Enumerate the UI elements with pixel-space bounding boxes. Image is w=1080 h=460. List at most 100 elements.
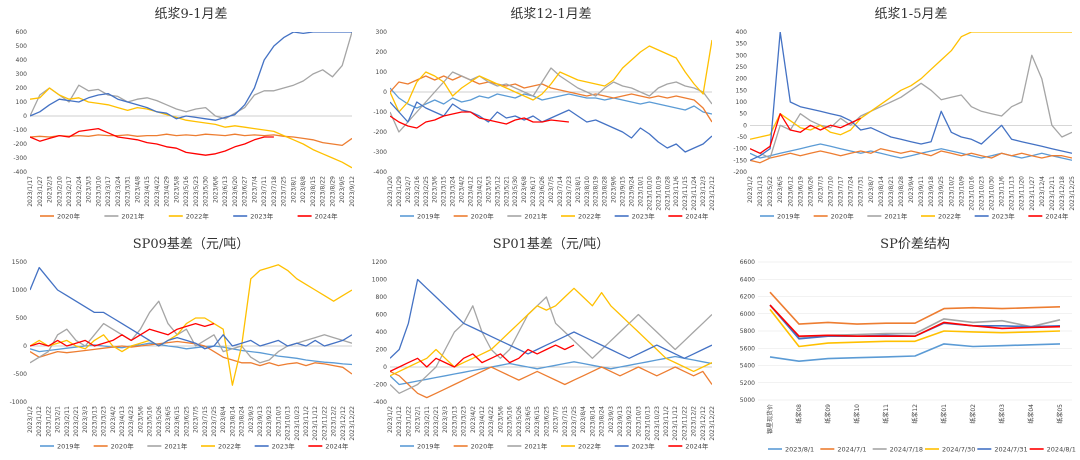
c3-series-line-2021 [750, 54, 1072, 159]
c6-x-tick-label: 纸浆05 [1056, 404, 1064, 424]
c5-x-tick-label: 2023/5/6 [497, 406, 504, 433]
c5-series-line-2023 [390, 278, 712, 359]
c5-legend-label: 2023年 [632, 441, 656, 450]
c5-x-tick-label: 2023/7/5 [553, 406, 560, 433]
c5-legend-label: 2024年 [685, 441, 709, 450]
c5-x-tick-label: 2023/6/5 [525, 406, 532, 433]
c2-x-tick-label: 2023/10/10 [646, 176, 653, 211]
c6-x-tick-label: 纸浆02 [969, 404, 977, 424]
c4-x-tick-label: 2023/5/16 [147, 406, 154, 437]
c3-y-tick-label: -50 [737, 134, 747, 141]
c2-legend-label: 2019年 [417, 211, 441, 220]
c5-x-tick-label: 2023/11/12 [672, 406, 679, 441]
c2-series-line-2021 [390, 67, 712, 133]
c3-x-tick-label: 2023/12/18 [1059, 176, 1066, 211]
c3-legend-label: 2024年 [1045, 211, 1069, 220]
c4-series-line-2023 [30, 266, 352, 350]
c5-x-tick-label: 2023/9/13 [617, 406, 624, 437]
c4-x-tick-label: 2023/10/13 [285, 406, 292, 441]
c3-x-tick-label: 2023/7/10 [828, 176, 835, 207]
c4-x-tick-label: 2023/2/1 [55, 406, 62, 433]
c3-x-tick-label: 2023/10/23 [978, 176, 985, 211]
c2-legend-label: 2024年 [685, 211, 709, 220]
c1-x-tick-label: 2023/3/10 [95, 176, 102, 207]
c1-y-tick-label: 100 [16, 99, 28, 106]
c6-legend-label: 2023/8/1 [785, 445, 814, 453]
c2-x-tick-label: 2023/2/16 [414, 176, 421, 207]
c3-x-tick-label: 2023/6/12 [787, 176, 794, 207]
c4-x-tick-label: 2023/11/12 [312, 406, 319, 441]
c2-x-tick-label: 2023/5/3 [485, 176, 492, 203]
c2-x-tick-label: 2023/3/15 [441, 176, 448, 207]
c6-legend-label: 2024/7/30 [942, 445, 975, 453]
c1-series-line-2022 [30, 87, 352, 169]
c3-series-line-2022 [750, 32, 1072, 140]
c5-x-tick-label: 2023/5/16 [507, 406, 514, 437]
c4-y-tick-label: 1500 [12, 259, 27, 266]
c5-x-tick-label: 2023/8/14 [589, 406, 596, 437]
c1-legend-label: 2021年 [121, 211, 145, 220]
c1-x-tick-label: 2023/8/22 [320, 176, 327, 207]
c5-series-line-2022 [390, 287, 712, 377]
c1-x-tick-label: 2023/2/17 [66, 176, 73, 207]
c5-y-tick-label: 1000 [372, 277, 387, 284]
c4-series-line-2022 [30, 264, 352, 386]
c3-y-tick-label: 100 [736, 99, 748, 106]
c3-y-tick-label: 250 [736, 64, 748, 71]
c1-x-tick-label: 2023/8/29 [329, 176, 336, 207]
c4-y-tick-label: -1000 [10, 399, 28, 406]
c3-series-line-2024 [750, 113, 861, 154]
c4-x-tick-label: 2023/12/12 [340, 406, 347, 441]
c5-y-tick-label: 0 [383, 364, 387, 371]
c1-series-line-2024 [30, 127, 274, 156]
c5-series-line-2019 [390, 355, 712, 386]
c6-legend-label: 2024/7/31 [994, 445, 1027, 453]
c3-x-tick-label: 2023/10/16 [968, 176, 975, 211]
c2-x-tick-label: 2023/1/29 [396, 176, 403, 207]
c5-legend-label: 2022年 [578, 441, 602, 450]
c4-legend-label: 2020年 [111, 441, 135, 450]
c5-x-tick-label: 2023/6/25 [543, 406, 550, 437]
c5-y-tick-label: 600 [376, 312, 388, 319]
c5-x-tick-label: 2023/1/22 [405, 406, 412, 437]
c4-series-line-2021 [30, 300, 352, 364]
c1-x-tick-label: 2023/8/1 [290, 176, 297, 203]
c5-x-tick-label: 2023/5/26 [516, 406, 523, 437]
c2-x-tick-label: 2023/7/23 [566, 176, 573, 207]
c4-series-line-2024 [30, 322, 215, 347]
c1-y-tick-label: 200 [16, 85, 28, 92]
chart-sp01-basis: SP01基差（元/吨） -400 -200 0 200 400 600 800 1000 1200… [372, 237, 716, 450]
c1-x-tick-label: 2023/4/15 [144, 176, 151, 207]
c4-y-tick-label: 1000 [12, 287, 27, 294]
c1-x-tick-label: 2023/9/12 [349, 176, 356, 207]
c5-x-tick-label: 2023/2/11 [424, 406, 431, 437]
c1-series-line-2021 [30, 32, 352, 120]
c4-x-tick-label: 2023/1/22 [45, 406, 52, 437]
c2-x-tick-label: 2023/10/19 [655, 176, 662, 211]
c5-legend-label: 2021年 [524, 441, 548, 450]
c5-x-tick-label: 2023/2/1 [415, 406, 422, 433]
c4-x-tick-label: 2023/7/15 [202, 406, 209, 437]
c6-chart-title: SP价差结构 [880, 237, 950, 252]
c4-x-tick-label: 2023/8/4 [220, 406, 227, 433]
c4-series-line-2019 [30, 342, 352, 366]
c4-x-tick-label: 2023/3/3 [82, 406, 89, 433]
c4-legend-label: 2021年 [164, 441, 188, 450]
c3-x-tick-label: 2023/1/13 [757, 176, 764, 207]
c1-x-tick-label: 2023/4/8 [134, 176, 141, 203]
c1-x-tick-label: 2023/9/5 [339, 176, 346, 203]
c2-series-line-2020 [390, 75, 712, 123]
c5-x-tick-label: 2023/3/13 [451, 406, 458, 437]
c2-x-tick-label: 2023/11/15 [682, 176, 689, 211]
c3-x-tick-label: 2023/11/6 [999, 176, 1006, 207]
c5-y-tick-label: 1200 [372, 259, 387, 266]
c6-y-tick-label: 6200 [740, 294, 755, 301]
c1-y-tick-label: -300 [13, 155, 27, 162]
c5-x-tick-label: 2023/3/23 [461, 406, 468, 437]
c3-y-tick-label: -200 [733, 169, 747, 176]
c1-chart-title: 纸浆9-1月差 [155, 7, 228, 22]
c2-x-tick-label: 2023/3/24 [450, 176, 457, 207]
c1-x-tick-label: 2023/5/30 [203, 176, 210, 207]
c5-legend-label: 2020年 [471, 441, 495, 450]
c5-y-tick-label: -200 [373, 382, 387, 389]
